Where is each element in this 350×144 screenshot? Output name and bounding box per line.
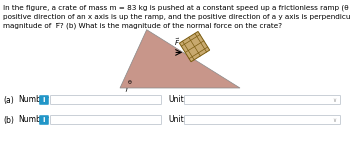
Text: Number: Number [18,115,49,125]
Text: Units: Units [168,115,188,125]
Text: positive direction of an x axis is up the ramp, and the positive direction of a : positive direction of an x axis is up th… [3,14,350,20]
FancyBboxPatch shape [184,115,341,125]
Text: Number: Number [18,95,49,105]
Text: In the figure, a crate of mass m = 83 kg is pushed at a constant speed up a fric: In the figure, a crate of mass m = 83 kg… [3,5,350,12]
Text: i: i [43,97,45,103]
FancyBboxPatch shape [39,95,49,105]
Text: (a): (a) [3,95,14,105]
FancyBboxPatch shape [50,115,161,125]
Text: (b): (b) [3,115,14,125]
Text: magnitude of  F⃗? (b) What is the magnitude of the normal force on the crate?: magnitude of F⃗? (b) What is the magnitu… [3,22,282,29]
FancyBboxPatch shape [39,115,49,125]
Text: $\vec{F}$: $\vec{F}$ [174,37,180,48]
Text: Units: Units [168,95,188,105]
Polygon shape [120,30,240,88]
Text: ∨: ∨ [332,118,336,123]
FancyBboxPatch shape [50,95,161,105]
Polygon shape [179,31,210,62]
FancyBboxPatch shape [184,95,341,105]
Text: ∨: ∨ [332,97,336,103]
Text: θ: θ [128,80,132,85]
Text: i: i [43,117,45,123]
